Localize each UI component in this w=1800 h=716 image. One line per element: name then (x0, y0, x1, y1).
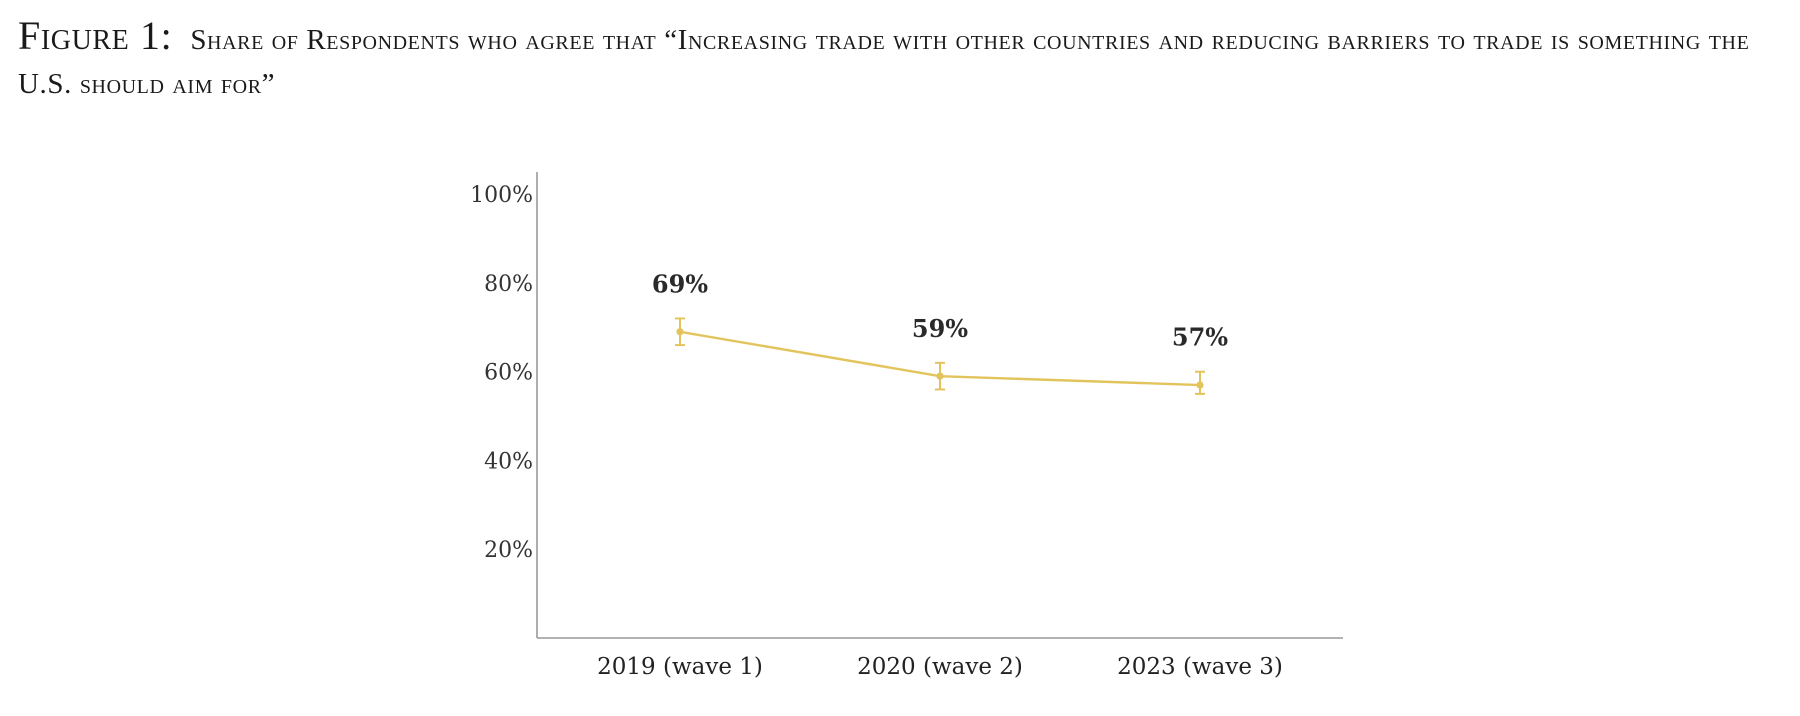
data-label: 59% (912, 314, 968, 343)
figure-caption: Figure 1: Share of Respondents who agree … (18, 14, 1788, 106)
data-point (676, 328, 684, 336)
y-tick-label: 20% (484, 538, 533, 563)
data-point (1196, 381, 1204, 389)
data-label: 57% (1172, 323, 1228, 352)
axes (536, 172, 1343, 639)
figure-label: Figure 1: (18, 13, 173, 58)
data-label: 69% (652, 269, 708, 298)
x-category-label: 2023 (wave 3) (1117, 654, 1283, 680)
series-agree (675, 317, 1205, 395)
y-tick-label: 100% (470, 183, 533, 208)
y-tick-label: 40% (484, 449, 533, 474)
y-tick-label: 60% (484, 361, 533, 386)
x-category-label: 2019 (wave 1) (597, 654, 763, 680)
data-point (936, 372, 944, 380)
data-labels: 69% 59% 57% (652, 269, 1228, 351)
y-tick-label: 80% (484, 272, 533, 297)
y-axis-ticks: 20% 40% 60% 80% 100% (470, 183, 533, 563)
x-axis-categories: 2019 (wave 1) 2020 (wave 2) 2023 (wave 3) (597, 654, 1283, 680)
x-category-label: 2020 (wave 2) (857, 654, 1023, 680)
figure-caption-text: Share of Respondents who agree that “Inc… (18, 24, 1750, 100)
